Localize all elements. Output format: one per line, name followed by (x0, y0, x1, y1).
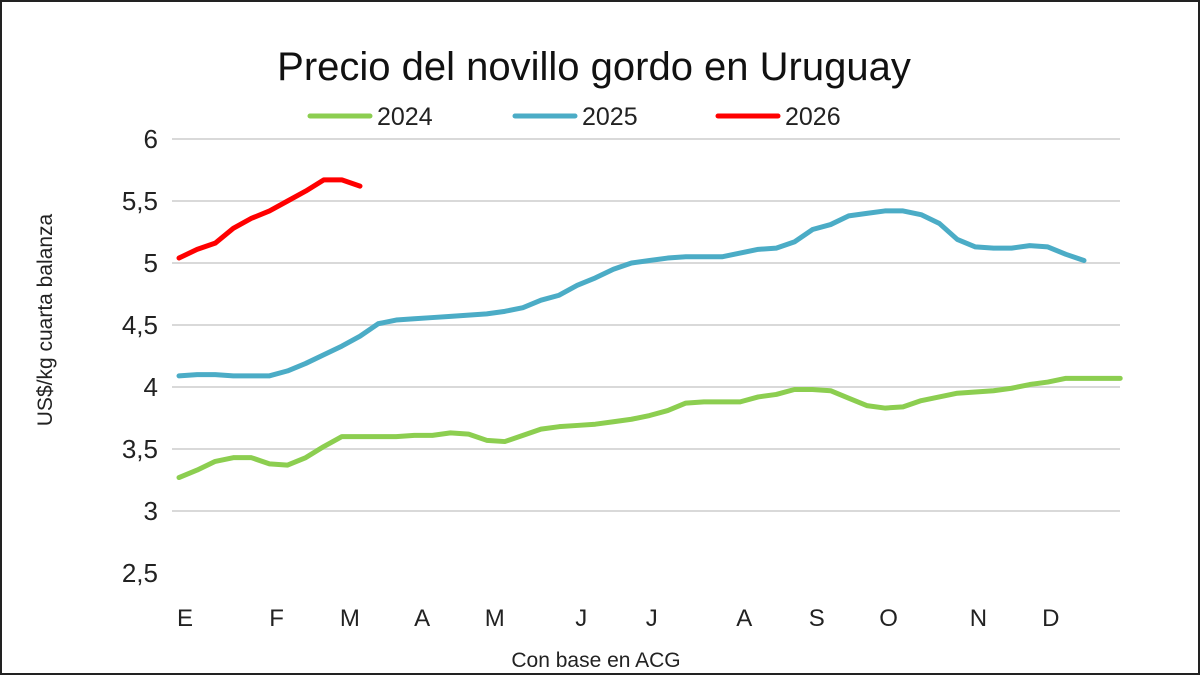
y-tick-label: 2,5 (122, 558, 158, 588)
y-axis-label: US$/kg cuarta balanza (34, 213, 57, 426)
y-tick-label: 5 (144, 248, 158, 278)
legend-label-2026: 2026 (785, 103, 841, 131)
x-axis-label: Con base en ACG (511, 649, 680, 672)
y-tick-label: 4,5 (122, 310, 158, 340)
x-tick-label: O (879, 605, 898, 632)
x-tick-label: M (485, 605, 505, 632)
series-line-2024 (176, 375, 1123, 481)
y-tick-label: 3,5 (122, 434, 158, 464)
x-tick-label: E (177, 605, 193, 632)
x-tick-label: J (575, 605, 587, 632)
x-tick-label: M (340, 605, 360, 632)
x-tick-label: A (736, 605, 752, 632)
y-tick-label: 4 (144, 372, 158, 402)
chart-title: Precio del novillo gordo en Uruguay (277, 45, 911, 89)
x-tick-label: F (269, 605, 284, 632)
legend-label-2024: 2024 (377, 103, 433, 131)
y-tick-label: 3 (144, 496, 158, 526)
y-tick-label: 5,5 (122, 186, 158, 216)
series-line-2026 (176, 177, 363, 261)
y-tick-label: 6 (144, 124, 158, 154)
legend-label-2025: 2025 (582, 103, 638, 131)
series-line-2025 (176, 208, 1087, 379)
x-tick-label: N (970, 605, 987, 632)
x-tick-label: S (809, 605, 825, 632)
x-tick-label: D (1042, 605, 1059, 632)
x-tick-label: J (646, 605, 658, 632)
x-tick-label: A (414, 605, 430, 632)
